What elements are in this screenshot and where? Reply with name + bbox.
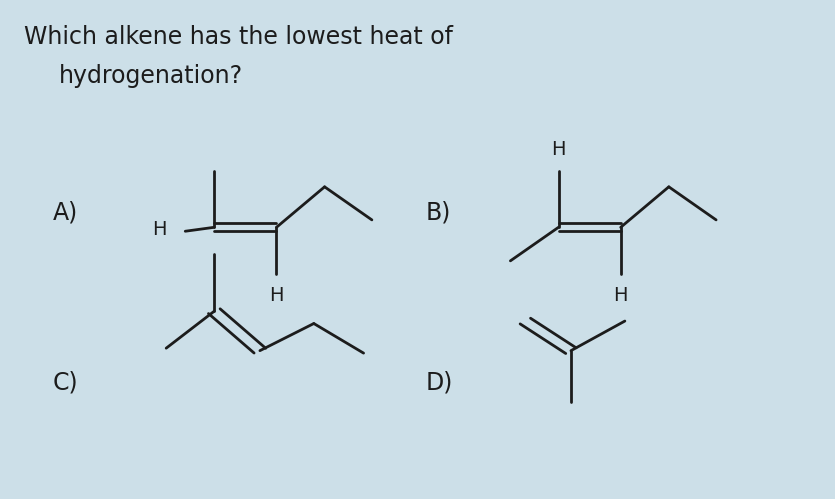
Text: Which alkene has the lowest heat of: Which alkene has the lowest heat of [23,25,453,49]
Text: H: H [614,285,628,304]
Text: hydrogenation?: hydrogenation? [59,64,243,88]
Text: B): B) [426,201,451,225]
Text: H: H [269,285,284,304]
Text: A): A) [53,201,78,225]
Text: H: H [152,220,166,239]
Text: C): C) [53,371,78,395]
Text: H: H [551,140,566,159]
Text: D): D) [426,371,453,395]
